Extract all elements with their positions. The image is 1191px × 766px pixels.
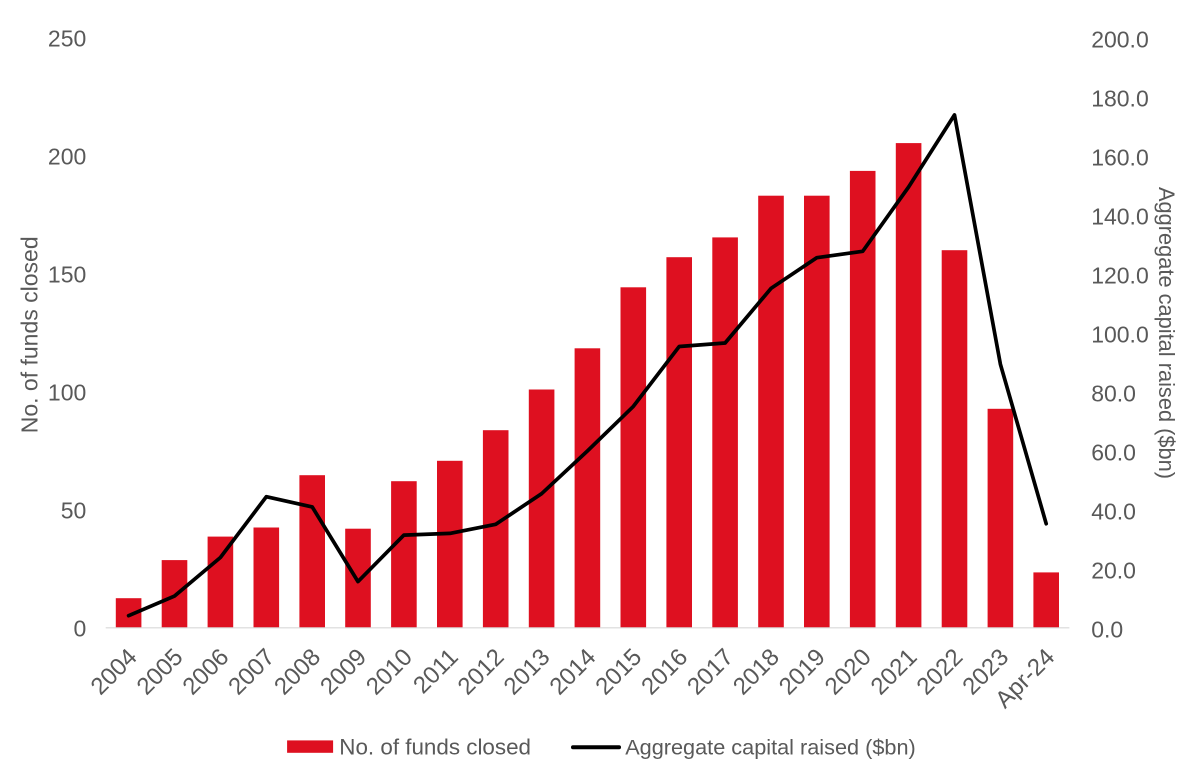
svg-text:150: 150 xyxy=(48,262,86,288)
svg-text:60.0: 60.0 xyxy=(1091,440,1136,466)
svg-text:200: 200 xyxy=(48,144,86,170)
svg-text:160.0: 160.0 xyxy=(1091,145,1149,171)
svg-text:120.0: 120.0 xyxy=(1091,263,1149,289)
svg-text:0.0: 0.0 xyxy=(1091,617,1123,643)
svg-text:50: 50 xyxy=(61,498,87,524)
svg-text:No. of funds closed: No. of funds closed xyxy=(339,735,531,760)
svg-text:0: 0 xyxy=(74,616,87,642)
svg-text:100.0: 100.0 xyxy=(1091,322,1149,348)
svg-text:No. of funds closed: No. of funds closed xyxy=(16,236,42,433)
svg-text:180.0: 180.0 xyxy=(1091,86,1149,112)
svg-text:100: 100 xyxy=(48,380,86,406)
svg-text:250: 250 xyxy=(48,26,86,52)
svg-text:140.0: 140.0 xyxy=(1091,204,1149,230)
svg-text:40.0: 40.0 xyxy=(1091,499,1136,525)
svg-text:20.0: 20.0 xyxy=(1091,558,1136,584)
svg-text:Aggregate capital raised ($bn): Aggregate capital raised ($bn) xyxy=(1154,187,1179,479)
svg-text:200.0: 200.0 xyxy=(1091,27,1149,53)
svg-text:Aggregate capital raised ($bn): Aggregate capital raised ($bn) xyxy=(625,734,916,759)
svg-text:80.0: 80.0 xyxy=(1091,381,1136,407)
